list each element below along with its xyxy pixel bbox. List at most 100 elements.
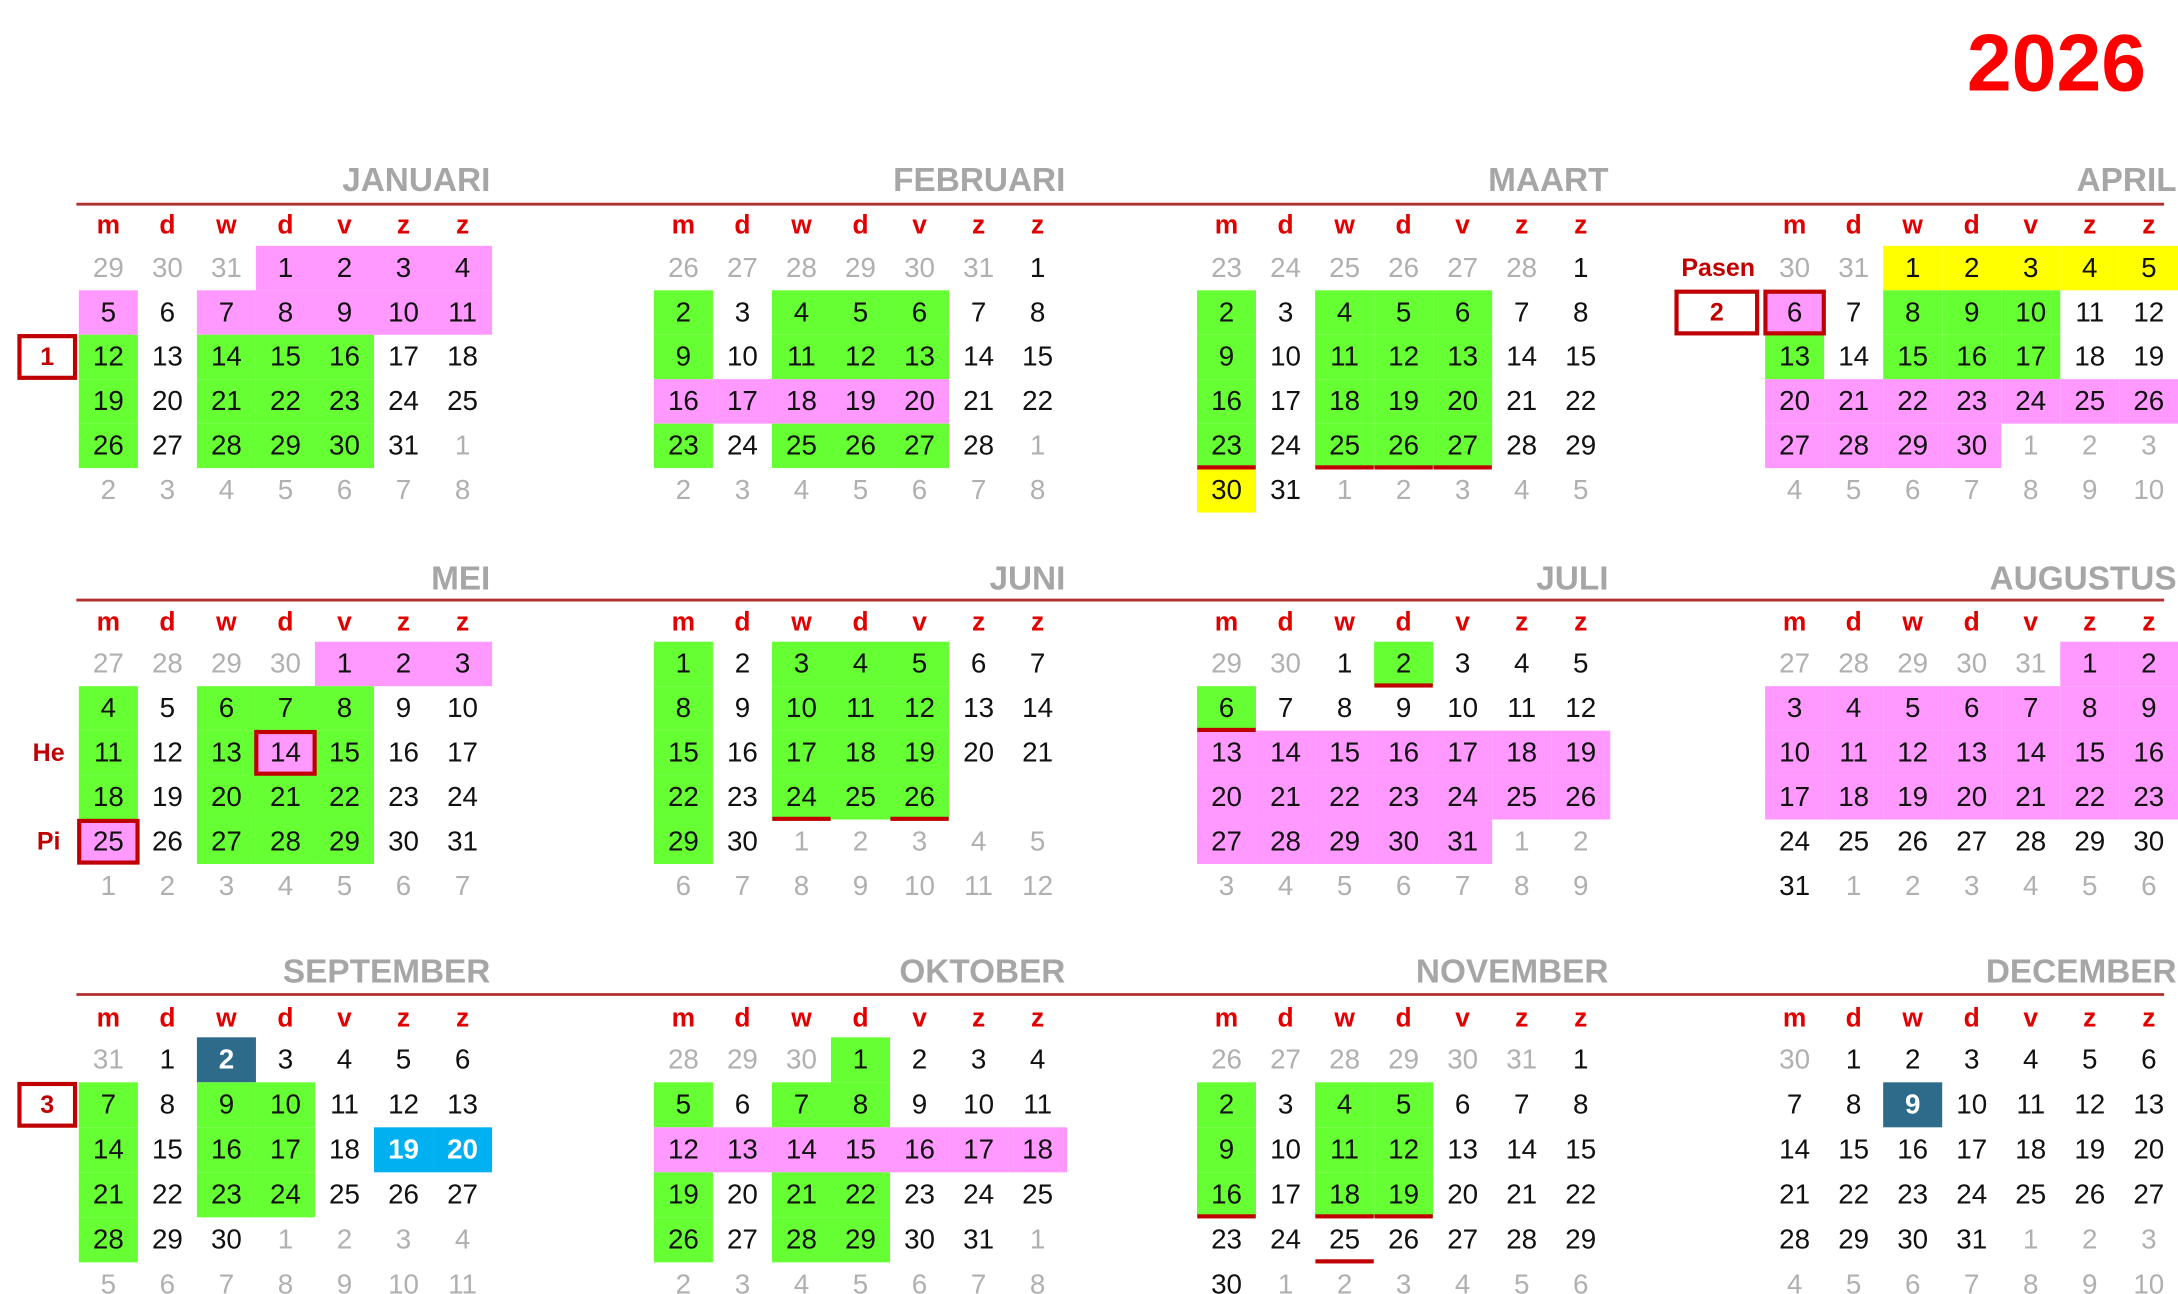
day: 27: [2133, 1179, 2164, 1210]
highlight: [374, 1127, 434, 1173]
day: 2: [396, 648, 411, 679]
weekday: d: [1846, 607, 1862, 637]
highlight: [1256, 730, 1316, 776]
day: 16: [727, 737, 758, 768]
day: 21: [1506, 1179, 1537, 1210]
weekday: w: [1901, 607, 1923, 637]
day: 3: [278, 1044, 293, 1075]
day: 22: [329, 781, 360, 812]
day: 30: [1897, 1224, 1928, 1255]
day: 12: [2133, 296, 2164, 327]
highlight: [196, 1037, 256, 1083]
day: 20: [963, 737, 994, 768]
highlight: [771, 1127, 831, 1173]
day: 21: [93, 1179, 124, 1210]
weekday: z: [1031, 209, 1044, 239]
highlight: [2001, 379, 2061, 424]
day: 2: [853, 825, 868, 856]
highlight: [830, 641, 891, 687]
day: 23: [388, 781, 419, 812]
highlight: [255, 1082, 315, 1128]
day: 19: [845, 385, 876, 416]
highlight: [1433, 423, 1493, 469]
weekday: z: [1515, 607, 1528, 637]
day: 28: [1506, 430, 1537, 461]
day: 29: [668, 825, 699, 856]
day: 2: [1396, 648, 1411, 679]
day: 3: [396, 1224, 411, 1255]
highlight: [196, 379, 256, 424]
day: 29: [1565, 1224, 1596, 1255]
day: 16: [904, 1134, 935, 1165]
day: 6: [160, 296, 175, 327]
highlight: [1942, 775, 2002, 820]
highlight: [2001, 245, 2061, 291]
highlight: [1883, 379, 1943, 424]
day: 11: [1330, 1134, 1359, 1165]
highlight: [2060, 379, 2120, 424]
highlight: [890, 686, 950, 731]
day: 13: [152, 341, 183, 372]
day: 17: [1447, 737, 1478, 768]
day: 18: [2015, 1134, 2046, 1165]
day: 6: [396, 870, 411, 901]
day: 19: [2074, 1134, 2105, 1165]
weekday: w: [790, 1003, 812, 1033]
highlight: [1196, 686, 1257, 731]
day: 14: [1506, 1134, 1537, 1165]
day: 7: [971, 1269, 986, 1294]
day: 5: [2141, 252, 2156, 283]
day: 28: [1506, 252, 1537, 283]
day: 25: [447, 385, 478, 416]
day: 10: [2133, 474, 2164, 505]
highlight: [255, 775, 315, 820]
day: 19: [1388, 385, 1419, 416]
day: 11: [1839, 737, 1868, 768]
highlight: [653, 641, 713, 687]
day: 24: [447, 781, 478, 812]
highlight: [255, 1172, 315, 1218]
month-name: SEPTEMBER: [283, 953, 490, 990]
highlight: [2060, 245, 2120, 291]
highlight: [890, 423, 950, 469]
day: 28: [1270, 825, 1301, 856]
day: 1: [1278, 1269, 1293, 1294]
day: 29: [152, 1224, 183, 1255]
day: 20: [211, 781, 242, 812]
weekday: d: [734, 607, 750, 637]
day: 2: [1905, 1044, 1920, 1075]
highlight: [771, 423, 831, 469]
highlight: [196, 334, 256, 380]
day: 4: [1514, 648, 1529, 679]
highlight: [255, 334, 315, 380]
day: 4: [1846, 692, 1861, 723]
weekday: d: [852, 607, 868, 637]
highlight: [1942, 245, 2002, 291]
day: 1: [1030, 1224, 1045, 1255]
day: 2: [676, 474, 691, 505]
day: 7: [396, 474, 411, 505]
day: 23: [211, 1179, 242, 1210]
day: 19: [388, 1134, 419, 1165]
day: 30: [1388, 825, 1419, 856]
day: 3: [160, 474, 175, 505]
highlight: [1433, 775, 1493, 820]
day: 25: [1329, 430, 1360, 461]
weekday: d: [1396, 209, 1412, 239]
highlight: [830, 1037, 891, 1083]
day: 18: [93, 781, 124, 812]
day: 6: [2141, 1044, 2156, 1075]
day: 18: [1838, 781, 1869, 812]
highlight: [830, 686, 891, 731]
day: 5: [1573, 648, 1588, 679]
day: 5: [1905, 692, 1920, 723]
highlight: [653, 334, 713, 380]
day: 6: [735, 1089, 750, 1120]
day: 7: [1787, 1089, 1802, 1120]
highlight: [1942, 423, 2002, 469]
highlight: [830, 423, 891, 469]
day: 15: [1838, 1134, 1869, 1165]
highlight: [314, 819, 375, 864]
day: 8: [2023, 474, 2038, 505]
highlight: [890, 290, 950, 335]
